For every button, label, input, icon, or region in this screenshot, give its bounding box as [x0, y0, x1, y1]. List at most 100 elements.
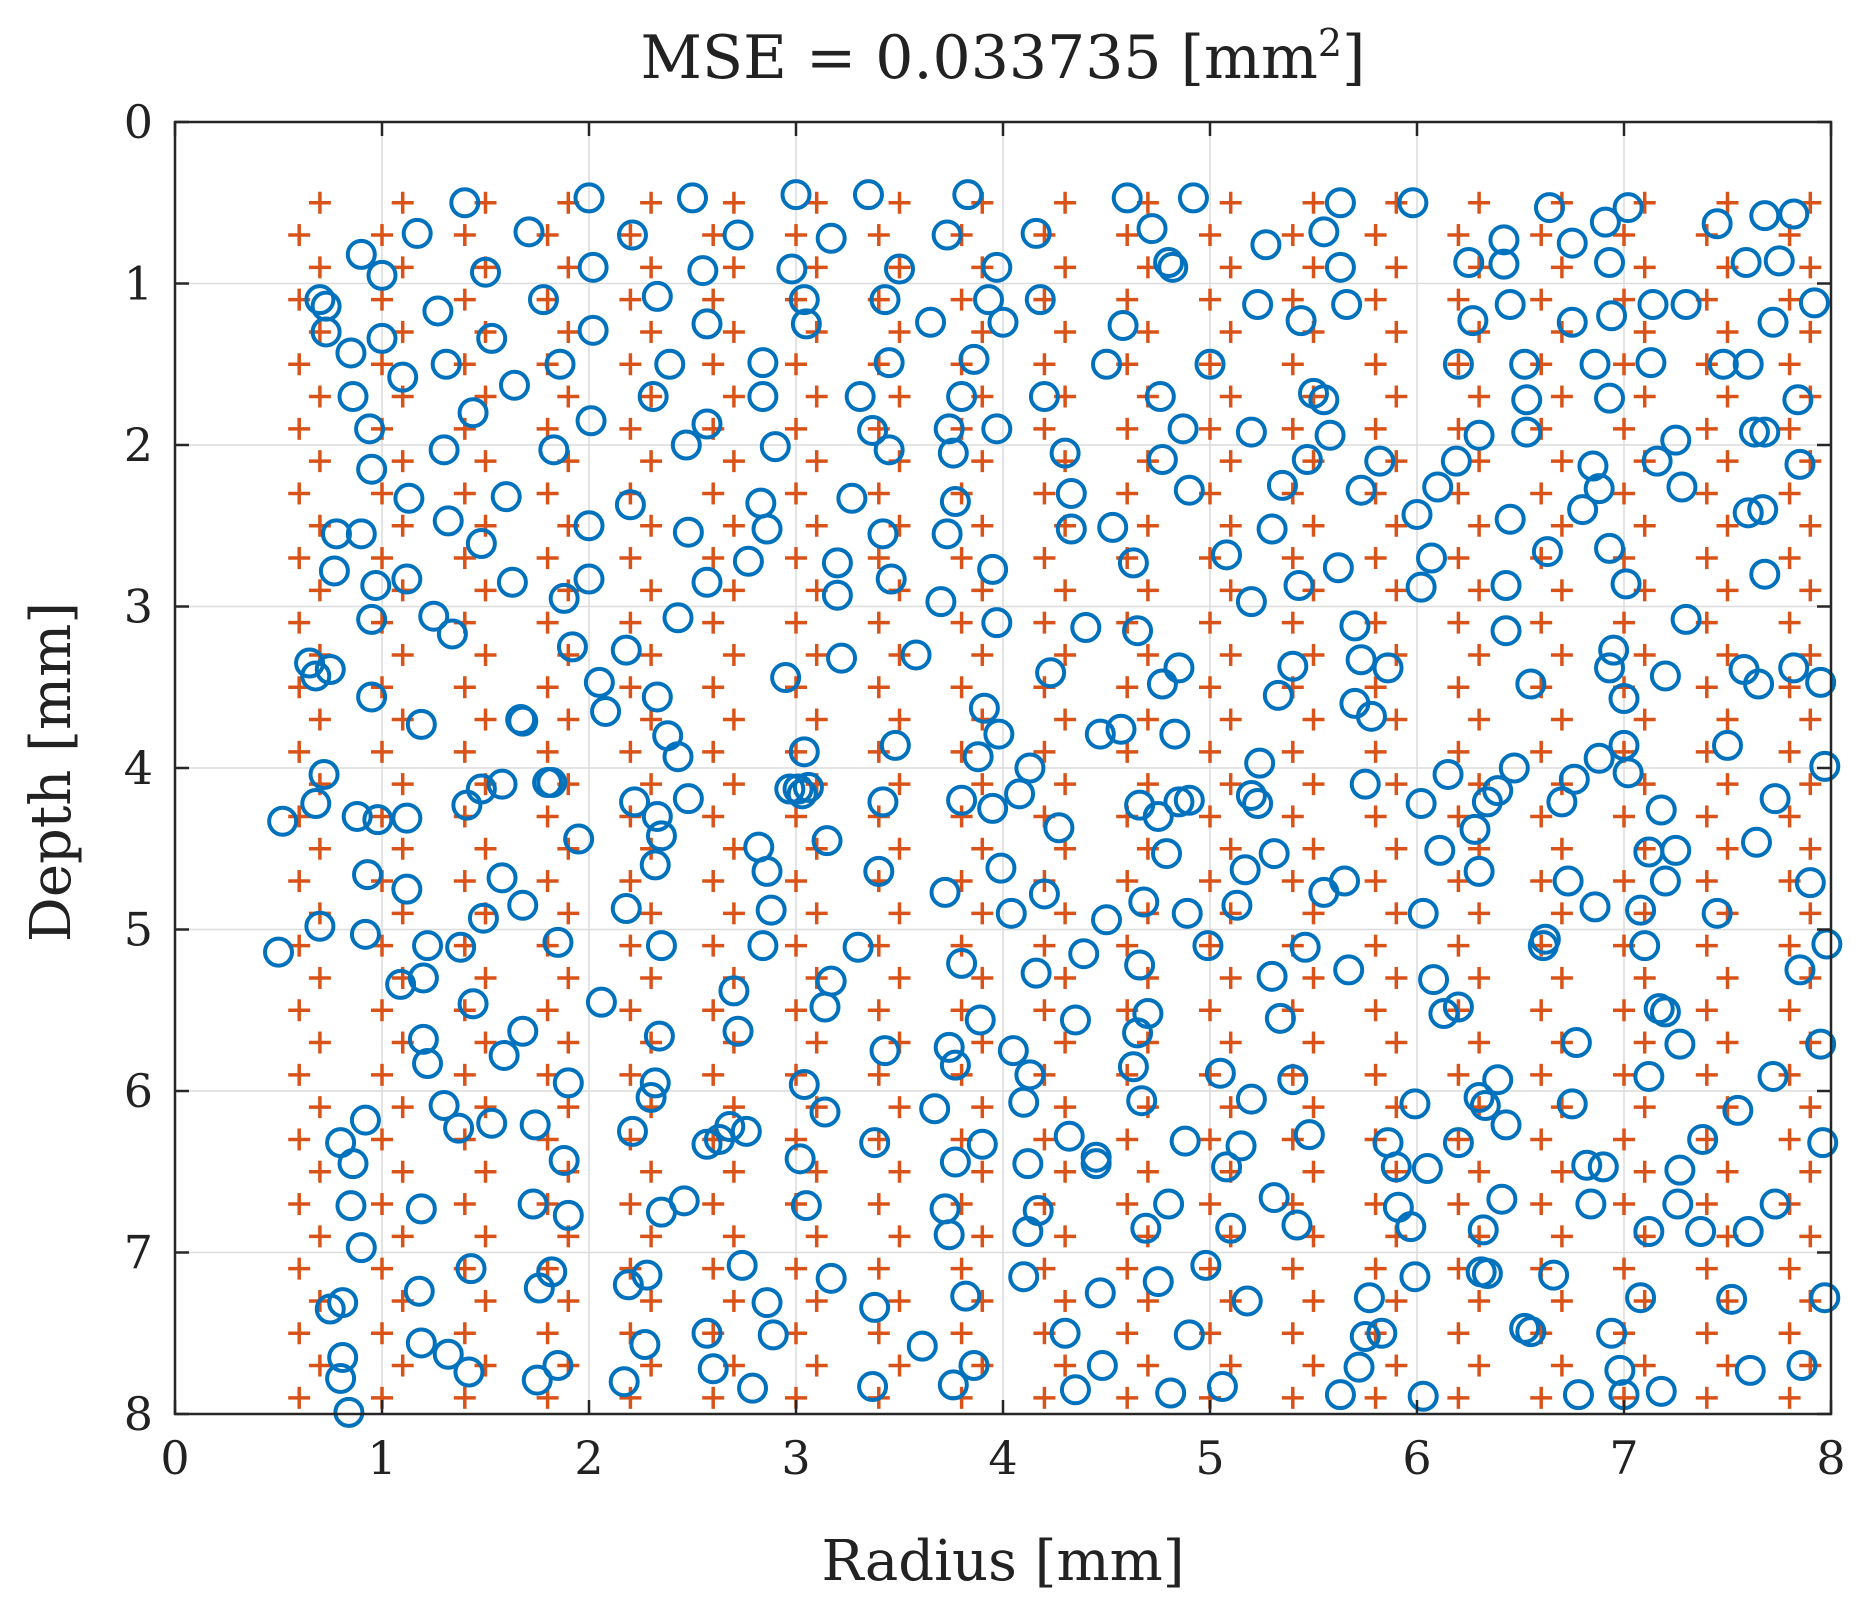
estimated-circle-marker — [958, 1350, 990, 1382]
reference-plus-marker — [1695, 676, 1718, 699]
reference-plus-marker — [1695, 1257, 1718, 1280]
reference-plus-marker — [1716, 579, 1739, 602]
estimated-circle-marker — [1633, 1060, 1665, 1092]
reference-plus-marker — [1364, 1193, 1387, 1216]
estimated-circle-marker — [1355, 700, 1387, 732]
reference-plus-marker — [1447, 805, 1470, 828]
estimated-circle-marker — [629, 1329, 661, 1361]
estimated-circle-marker — [964, 1004, 996, 1036]
reference-plus-marker — [288, 740, 311, 763]
reference-plus-marker — [722, 902, 745, 925]
estimated-circle-marker — [929, 876, 961, 908]
reference-plus-marker — [391, 1096, 414, 1119]
reference-plus-marker — [474, 1354, 497, 1377]
estimated-circle-marker — [1086, 1350, 1118, 1382]
estimated-circle-marker — [637, 381, 669, 413]
estimated-circle-marker — [1258, 1182, 1290, 1214]
estimated-circle-marker — [1380, 1151, 1412, 1183]
estimated-circle-marker — [631, 1259, 663, 1291]
reference-plus-marker — [391, 514, 414, 537]
reference-plus-marker — [1385, 256, 1408, 279]
estimated-circle-marker — [1235, 779, 1267, 811]
reference-plus-marker — [1385, 708, 1408, 731]
reference-plus-marker — [1447, 288, 1470, 311]
reference-plus-marker — [288, 1128, 311, 1151]
reference-plus-marker — [867, 611, 890, 634]
reference-plus-marker — [619, 353, 642, 376]
y-tick-label: 1 — [124, 257, 153, 311]
estimated-circle-marker — [1670, 603, 1702, 635]
reference-plus-marker — [640, 320, 663, 343]
reference-plus-marker — [1199, 870, 1221, 893]
estimated-circle-marker — [308, 758, 340, 790]
reference-plus-marker — [1116, 417, 1139, 440]
estimated-circle-marker — [507, 705, 539, 737]
estimated-circle-marker — [997, 1035, 1029, 1067]
estimated-circle-marker — [641, 800, 673, 832]
reference-plus-marker — [1613, 482, 1635, 505]
estimated-circle-marker — [662, 602, 694, 634]
estimated-circle-marker — [977, 553, 1009, 585]
estimated-circle-marker — [1105, 713, 1137, 745]
estimated-circle-marker — [939, 1146, 971, 1178]
reference-plus-marker — [1385, 514, 1408, 537]
reference-plus-marker — [805, 1225, 828, 1248]
estimated-circle-marker — [1664, 1028, 1696, 1060]
reference-plus-marker — [702, 740, 725, 763]
estimated-circle-marker — [668, 1185, 700, 1217]
estimated-circle-marker — [1467, 1214, 1499, 1246]
estimated-circle-marker — [1701, 897, 1733, 929]
estimated-circle-marker — [1457, 305, 1489, 337]
reference-plus-marker — [1033, 1386, 1056, 1409]
estimated-circle-marker — [1463, 1081, 1495, 1113]
estimated-circle-marker — [1264, 1002, 1296, 1034]
estimated-circle-marker — [457, 397, 489, 429]
reference-plus-marker — [1613, 611, 1635, 634]
estimated-circle-marker — [1594, 652, 1626, 684]
reference-plus-marker — [1447, 1128, 1470, 1151]
estimated-circle-marker — [393, 482, 425, 514]
reference-plus-marker — [805, 450, 828, 473]
estimated-circle-marker — [1533, 192, 1565, 224]
estimated-circle-marker — [1511, 384, 1543, 416]
reference-plus-marker — [785, 482, 807, 505]
reference-plus-marker — [1302, 966, 1325, 989]
reference-plus-marker — [1116, 1386, 1139, 1409]
estimated-circle-marker — [1324, 251, 1356, 283]
reference-plus-marker — [1219, 579, 1242, 602]
reference-plus-marker — [1530, 740, 1553, 763]
reference-plus-marker — [1385, 837, 1408, 860]
x-tick-label: 4 — [988, 1431, 1017, 1485]
reference-plus-marker — [1530, 999, 1553, 1022]
estimated-circle-marker — [1256, 960, 1288, 992]
reference-plus-marker — [950, 676, 973, 699]
estimated-circle-marker — [1242, 288, 1274, 320]
estimated-circle-marker — [873, 434, 905, 466]
estimated-circle-marker — [455, 1253, 487, 1285]
reference-plus-marker — [1799, 902, 1822, 925]
reference-plus-marker — [288, 1257, 311, 1280]
estimated-circle-marker — [1291, 444, 1323, 476]
reference-plus-marker — [1054, 1354, 1077, 1377]
reference-plus-marker — [453, 1063, 476, 1086]
estimated-circle-marker — [1151, 838, 1183, 870]
reference-plus-marker — [971, 1225, 994, 1248]
estimated-circle-marker — [1442, 1127, 1474, 1159]
reference-plus-marker — [702, 870, 725, 893]
reference-plus-marker — [557, 902, 580, 925]
reference-plus-marker — [1550, 966, 1573, 989]
reference-plus-marker — [1219, 256, 1242, 279]
estimated-circle-marker — [263, 936, 294, 968]
reference-plus-marker — [453, 224, 476, 247]
reference-plus-marker — [1447, 870, 1470, 893]
estimated-circle-marker — [1645, 1375, 1677, 1407]
reference-plus-marker — [1633, 966, 1656, 989]
estimated-circle-marker — [931, 219, 963, 251]
reference-plus-marker — [1219, 1031, 1242, 1054]
estimated-circle-marker — [619, 786, 651, 818]
reference-plus-marker — [1633, 385, 1656, 408]
reference-plus-marker — [1550, 708, 1573, 731]
estimated-circle-marker — [614, 489, 646, 521]
estimated-circle-marker — [1587, 1151, 1619, 1183]
reference-plus-marker — [640, 1289, 663, 1312]
